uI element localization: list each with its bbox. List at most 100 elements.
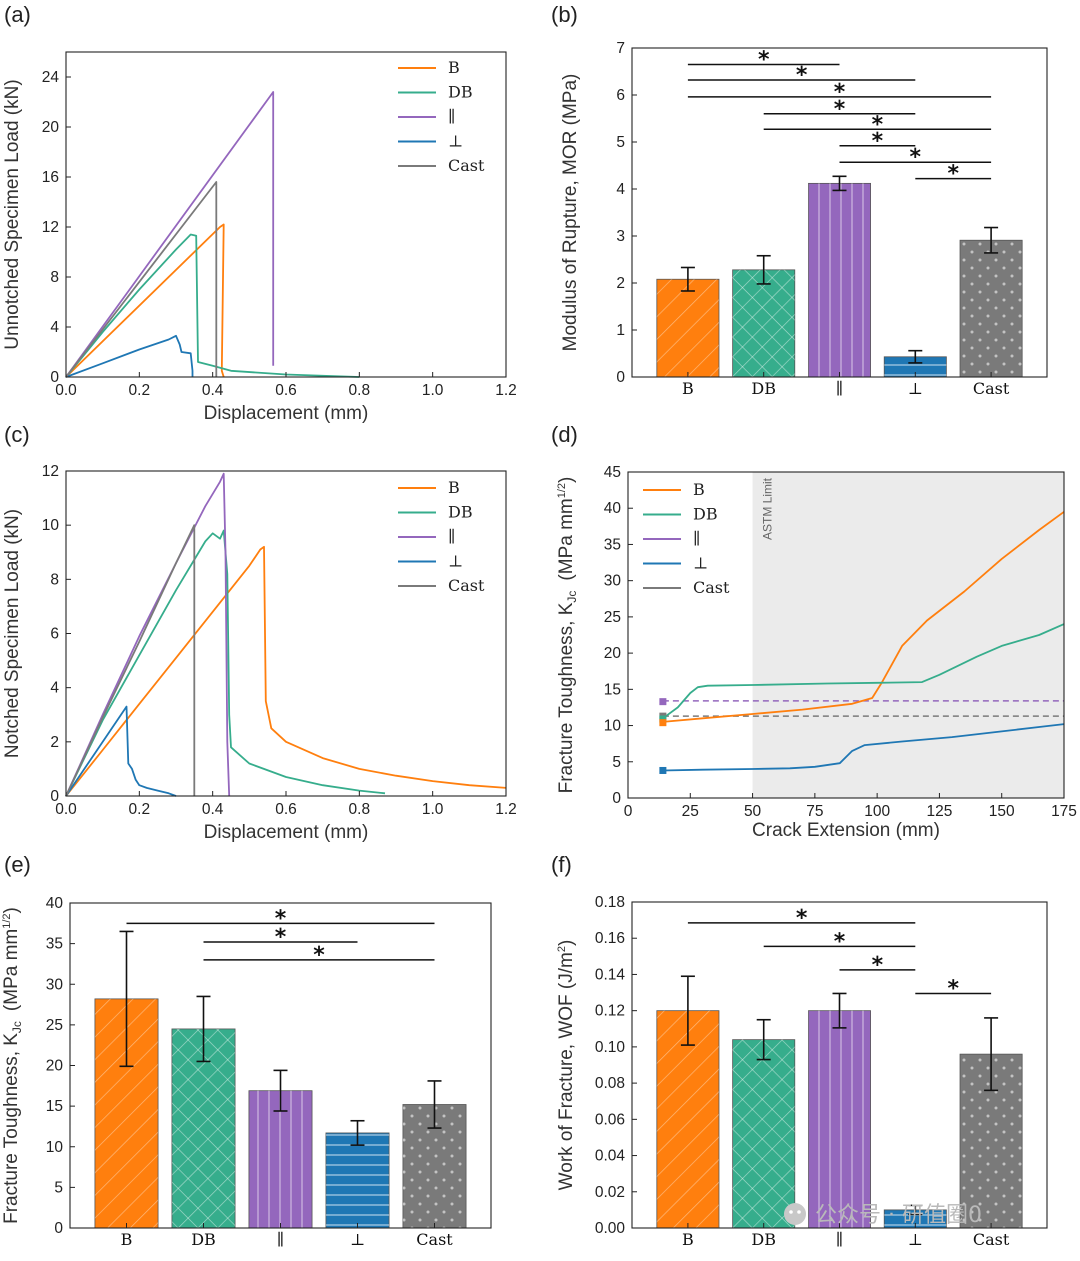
watermark: 公众号 · 研值圈0 <box>784 1203 982 1228</box>
panel-label: (c) <box>4 422 30 447</box>
x-tick-label: 1.0 <box>422 382 444 399</box>
x-tick-label: 1.2 <box>495 382 517 399</box>
legend-label: DB <box>448 83 473 102</box>
y-tick-label: 15 <box>46 1098 63 1115</box>
series-line-Cast <box>65 524 196 797</box>
legend-label: ⊥ <box>448 552 463 571</box>
significance-star: * <box>834 80 846 105</box>
y-tick-label: 0 <box>616 369 625 386</box>
legend-label: ∥ <box>693 529 700 548</box>
y-tick-label: 8 <box>50 571 59 588</box>
x-axis-label: Displacement (mm) <box>204 403 369 424</box>
category-label: B <box>121 1230 133 1249</box>
bar-hatch <box>732 269 795 377</box>
legend-label: Cast <box>693 578 730 597</box>
y-axis-label-sub: Jc <box>10 1021 24 1033</box>
y-tick-label: 12 <box>42 219 59 236</box>
x-tick-label: 0 <box>624 803 633 820</box>
legend-label: DB <box>448 503 473 522</box>
panel-label: (a) <box>4 2 31 27</box>
category-label: ⊥ <box>908 1230 923 1249</box>
category-label: B <box>682 379 694 398</box>
significance-star: * <box>796 906 808 931</box>
y-tick-label: 0.04 <box>595 1148 626 1165</box>
legend-label: Cast <box>448 576 485 595</box>
watermark-text: 公众号 · 研值圈0 <box>815 1203 982 1228</box>
series-line-B <box>65 223 225 378</box>
significance-star: * <box>758 47 770 72</box>
panel-label: (b) <box>551 2 578 27</box>
category-label: ⊥ <box>908 379 923 398</box>
x-tick-label: 0.0 <box>55 801 77 818</box>
panel-label: (e) <box>4 852 31 877</box>
legend-label: B <box>448 478 460 497</box>
x-tick-label: 100 <box>864 803 890 820</box>
series-line-DB <box>662 623 1065 720</box>
astm-shaded-region <box>752 472 1064 798</box>
y-tick-label: 30 <box>46 976 64 993</box>
category-label: Cast <box>416 1230 453 1249</box>
y-tick-label: 5 <box>612 754 621 771</box>
y-axis-label-sub: Jc <box>565 591 579 603</box>
legend-label: ∥ <box>448 107 455 126</box>
series-line-perp <box>65 334 194 378</box>
wechat-icon-eye <box>789 1210 793 1214</box>
significance-star: * <box>275 906 287 931</box>
y-tick-label: 20 <box>604 645 622 662</box>
y-tick-label: 5 <box>54 1179 63 1196</box>
y-tick-label: 6 <box>50 626 59 643</box>
significance-star: * <box>872 129 884 154</box>
y-axis-label: Fracture Toughness, KJc (MPa mm1/2) <box>1 907 24 1224</box>
y-axis-label: Work of Fracture, WOF (J/m2) <box>556 940 577 1191</box>
legend-label: DB <box>693 505 718 524</box>
y-tick-label: 10 <box>604 718 622 735</box>
bar-hatch <box>808 183 871 377</box>
y-tick-label: 1 <box>616 322 625 339</box>
y-tick-label: 30 <box>604 573 622 590</box>
x-tick-label: 1.0 <box>422 801 444 818</box>
bar-hatch <box>325 1132 390 1228</box>
y-tick-label: 10 <box>46 1139 64 1156</box>
significance-star: * <box>275 925 287 950</box>
y-tick-label: 7 <box>616 40 625 57</box>
y-axis-label-units: (MPa mm <box>1 929 22 1011</box>
bar-hatch <box>884 1209 947 1228</box>
y-tick-label: 4 <box>616 181 625 198</box>
significance-star: * <box>872 112 884 137</box>
bar-hatch <box>732 1039 795 1228</box>
category-label: ∥ <box>836 379 843 398</box>
x-tick-label: 125 <box>926 803 952 820</box>
astm-limit-label: ASTM Limit <box>761 477 775 540</box>
y-tick-label: 2 <box>50 734 59 751</box>
y-tick-label: 5 <box>616 134 625 151</box>
panel-c: (c) 0.0 0.2 0.4 0.6 0.8 1.0 1.2 0 2 4 6 8 10 12 Displac… <box>2 422 517 843</box>
plot-frame <box>65 51 507 378</box>
x-tick-label: 175 <box>1051 803 1077 820</box>
panel-e: (e)B DB ∥ ⊥ Cast***0510152025303540Fracture … <box>1 852 492 1249</box>
y-tick-label: 0.10 <box>595 1039 626 1056</box>
y-tick-label: 10 <box>42 517 60 534</box>
y-axis-label: Unnotched Specimen Load (kN) <box>2 79 23 349</box>
y-tick-label: 40 <box>604 500 622 517</box>
significance-star: * <box>796 63 808 88</box>
y-axis-label: Notched Specimen Load (kN) <box>2 509 23 758</box>
y-tick-label: 0.12 <box>595 1003 625 1020</box>
panel-d: (d) ASTM Limit 0 25 50 75 100 125 150 175 0 5 10 15 20… <box>551 422 1077 841</box>
y-tick-label: 3 <box>616 228 625 245</box>
x-tick-label: 0.8 <box>349 382 371 399</box>
y-tick-label: 0.06 <box>595 1111 625 1128</box>
y-axis-label-close: ) <box>1 907 22 913</box>
panel-a: (a) 0.0 0.2 0.4 0.6 0.8 1.0 1.2 0 4 8 12 16 20 24 Displ… <box>2 2 517 424</box>
x-tick-label: 0.8 <box>349 801 371 818</box>
y-tick-label: 24 <box>42 69 60 86</box>
bar-hatch <box>884 356 947 377</box>
x-tick-label: 75 <box>806 803 823 820</box>
plot-frame <box>65 470 507 797</box>
wechat-icon <box>784 1203 806 1225</box>
category-label: Cast <box>973 1230 1010 1249</box>
y-axis-label: Fracture Toughness, KJc (MPa mm1/2) <box>556 477 579 794</box>
series-line-B <box>65 545 507 797</box>
series-line-Cast <box>65 181 218 378</box>
